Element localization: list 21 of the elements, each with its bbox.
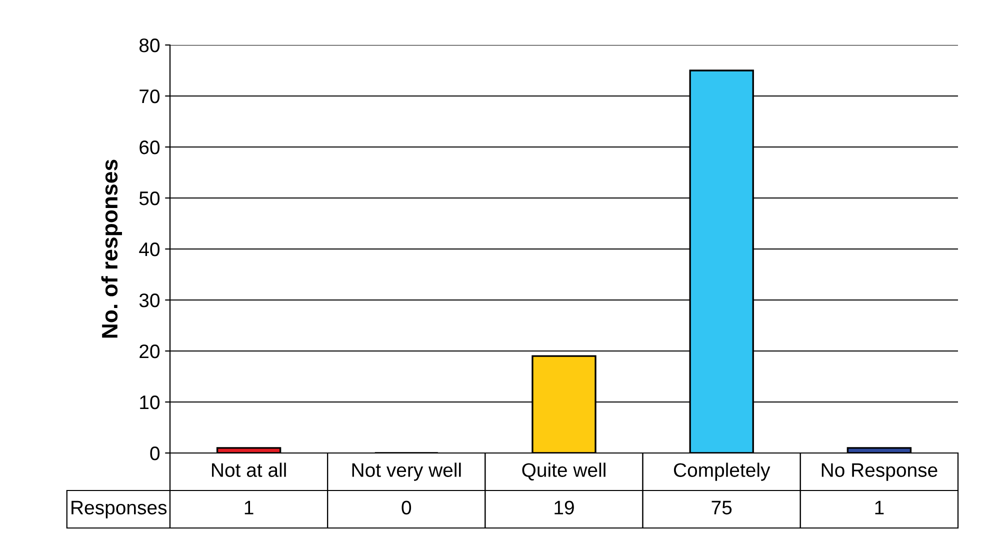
y-tick-label: 80 (139, 38, 160, 52)
y-tick-label: 0 (150, 446, 160, 460)
y-axis-title: No. of responses (101, 160, 122, 338)
x-tick-label: Not at all (212, 462, 286, 477)
x-tick-label: No Response (822, 463, 938, 481)
y-tick-label: 20 (140, 344, 160, 358)
y-tick-label: 30 (139, 293, 160, 308)
y-tick-label: 60 (140, 140, 160, 154)
y-tick-label: 40 (139, 242, 160, 256)
data-label: 1 (244, 500, 254, 514)
data-label: 75 (712, 500, 732, 514)
text: Responses (72, 500, 167, 518)
data-label: 0 (402, 500, 412, 514)
data-label: 19 (554, 500, 574, 514)
x-tick-label: Not very well (352, 462, 461, 481)
x-tick-label: Quite well (522, 462, 606, 480)
y-tick-label: 70 (140, 89, 160, 104)
y-tick-label: 10 (140, 395, 160, 410)
x-tick-label: Completely (674, 462, 770, 481)
y-tick-label: 50 (139, 191, 160, 206)
data-label: 1 (875, 500, 884, 514)
